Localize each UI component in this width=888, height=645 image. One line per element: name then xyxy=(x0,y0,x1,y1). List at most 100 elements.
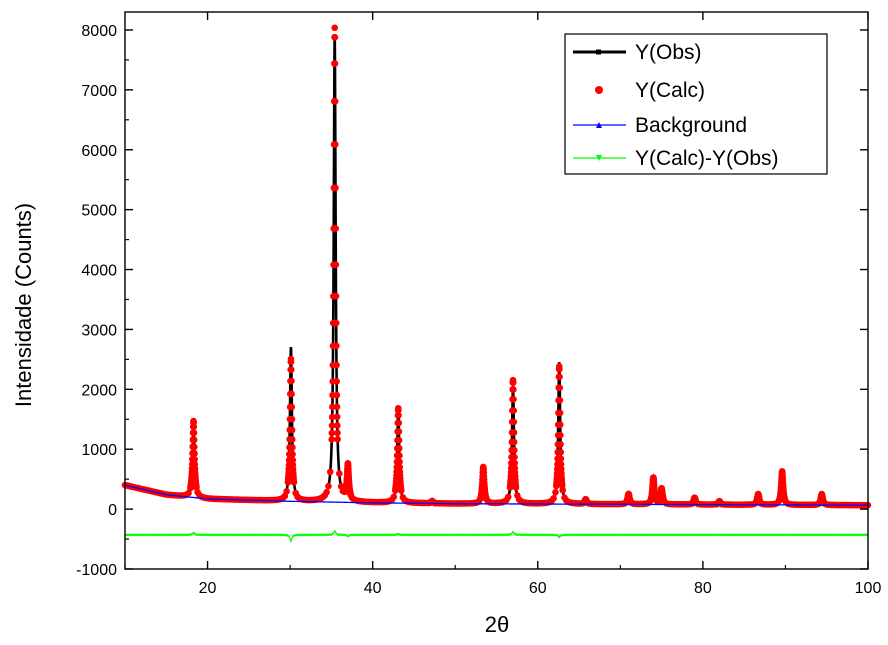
calc-point xyxy=(288,436,296,443)
legend-label: Background xyxy=(635,114,747,137)
y-axis-title: Intensidade (Counts) xyxy=(11,203,36,407)
calc-point xyxy=(332,225,339,232)
calc-point xyxy=(395,445,403,452)
calc-point xyxy=(333,378,340,385)
calc-point xyxy=(333,391,341,399)
calc-point xyxy=(390,493,398,501)
legend-item: Background xyxy=(573,114,747,137)
calc-point xyxy=(328,413,336,421)
legend-box xyxy=(564,33,828,175)
calc-point xyxy=(336,470,343,477)
calc-point xyxy=(511,446,518,454)
calc-point xyxy=(395,406,402,414)
calc-point xyxy=(287,366,295,374)
calc-point xyxy=(557,455,565,463)
calc-point xyxy=(334,422,341,429)
calc-point xyxy=(333,342,340,350)
y-tick-label: 6000 xyxy=(81,143,117,160)
calc-point xyxy=(512,484,520,491)
axes: 20 40 60 80 100 -1000 0 1000 2000 3000 4000 5000 600… xyxy=(76,11,882,597)
calc-point xyxy=(511,459,518,467)
series-background-line xyxy=(124,484,868,506)
calc-point xyxy=(331,60,339,67)
calc-point xyxy=(331,33,339,41)
y-tick-label: 2000 xyxy=(81,382,117,399)
calc-point xyxy=(510,396,517,403)
y-tick-label: 3000 xyxy=(81,322,117,339)
legend: Y(Obs) Y(Calc) Background Y(Calc)-Y(Obs) xyxy=(564,33,828,175)
calc-point xyxy=(510,418,518,426)
plot-frame xyxy=(124,11,869,570)
calc-point xyxy=(556,373,563,381)
legend-marker xyxy=(596,155,602,161)
calc-point xyxy=(331,24,338,32)
calc-point xyxy=(191,450,198,457)
calc-point xyxy=(323,488,330,496)
calc-point xyxy=(289,456,297,464)
calc-point xyxy=(397,487,405,494)
calc-point xyxy=(332,141,339,148)
calc-point xyxy=(557,461,565,468)
calc-point xyxy=(329,403,336,411)
legend-item: Y(Calc)-Y(Obs) xyxy=(573,147,779,170)
calc-point xyxy=(557,431,564,439)
legend-label: Y(Calc) xyxy=(635,79,705,102)
calc-point xyxy=(332,261,340,269)
calc-point xyxy=(557,448,565,456)
calc-point xyxy=(511,453,518,461)
calc-point xyxy=(556,421,564,428)
legend-item: Y(Calc) xyxy=(595,79,705,102)
calc-point xyxy=(288,403,296,411)
y-tick-label: 7000 xyxy=(81,83,117,100)
calc-point xyxy=(334,429,341,437)
calc-point xyxy=(190,429,198,437)
calc-point xyxy=(328,429,336,437)
calc-point xyxy=(556,384,564,392)
calc-point xyxy=(333,403,341,411)
x-tick-label: 20 xyxy=(199,580,217,597)
calc-point xyxy=(332,319,340,327)
y-tick-label: 8000 xyxy=(81,23,117,40)
calc-point xyxy=(331,97,339,105)
calc-point xyxy=(504,493,512,501)
calc-point xyxy=(509,379,517,386)
x-tick-label: 100 xyxy=(855,580,882,597)
calc-point xyxy=(287,358,295,366)
calc-point xyxy=(556,409,564,417)
calc-point xyxy=(289,450,296,458)
calc-point xyxy=(552,488,559,496)
calc-point xyxy=(191,456,198,463)
calc-point xyxy=(289,444,296,451)
calc-point xyxy=(288,377,295,385)
calc-point xyxy=(333,413,341,421)
x-axis-title: 2θ xyxy=(485,612,509,637)
y-tick-label: 5000 xyxy=(81,203,117,220)
legend-swatch xyxy=(595,86,603,94)
calc-point xyxy=(283,488,290,495)
legend-item: Y(Obs) xyxy=(573,41,702,64)
calc-point xyxy=(290,479,298,486)
calc-point xyxy=(334,436,341,443)
calc-point xyxy=(395,436,403,444)
calc-point xyxy=(328,436,336,443)
calc-point xyxy=(332,184,339,192)
calc-point xyxy=(288,390,295,398)
calc-point xyxy=(510,407,517,414)
calc-point xyxy=(288,415,296,423)
calc-point xyxy=(510,429,518,436)
y-tick-label: 1000 xyxy=(81,442,117,459)
calc-point xyxy=(559,486,567,494)
calc-point xyxy=(556,396,564,404)
legend-label: Y(Calc)-Y(Obs) xyxy=(635,147,779,170)
calc-point xyxy=(332,292,340,300)
calc-point xyxy=(328,422,336,429)
legend-marker xyxy=(596,49,601,55)
calc-point xyxy=(185,489,192,497)
calc-point xyxy=(326,468,334,476)
series-difference-line xyxy=(124,529,869,543)
calc-point xyxy=(288,426,296,434)
x-tick-label: 60 xyxy=(529,580,547,597)
legend-label: Y(Obs) xyxy=(635,41,702,64)
calc-point xyxy=(325,482,332,490)
